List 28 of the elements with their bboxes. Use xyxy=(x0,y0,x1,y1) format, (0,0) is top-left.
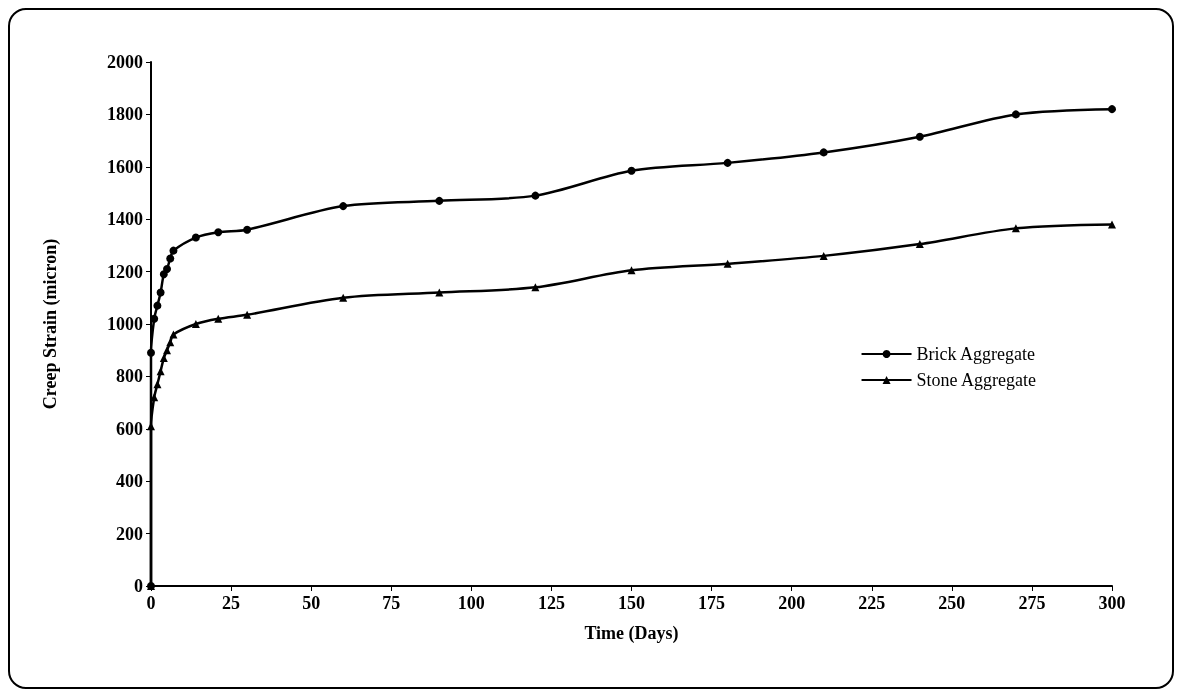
y-tick-label: 1200 xyxy=(107,261,143,282)
legend-label: Stone Aggregate xyxy=(916,370,1037,390)
y-tick-label: 1000 xyxy=(107,314,143,334)
legend-label: Brick Aggregate xyxy=(916,344,1036,364)
y-tick-label: 1400 xyxy=(107,209,143,230)
x-tick-label: 175 xyxy=(698,593,726,613)
x-tick-label: 125 xyxy=(537,593,565,613)
x-axis-title: Time (Days) xyxy=(584,623,679,644)
y-tick-label: 1800 xyxy=(107,104,143,125)
x-tick-label: 275 xyxy=(1018,593,1046,613)
x-tick-label: 200 xyxy=(778,593,806,613)
y-tick-label: 400 xyxy=(116,471,143,492)
y-tick-label: 1600 xyxy=(107,156,143,177)
x-tick-label: 225 xyxy=(858,593,886,613)
x-tick-label: 50 xyxy=(302,593,321,613)
y-tick-label: 0 xyxy=(134,576,143,596)
y-tick-label: 600 xyxy=(116,418,143,439)
x-tick-label: 75 xyxy=(382,593,401,613)
y-tick-label: 200 xyxy=(116,523,143,544)
y-tick-label: 2000 xyxy=(107,52,143,72)
x-tick-label: 150 xyxy=(618,593,645,613)
x-tick-label: 0 xyxy=(146,593,156,613)
x-tick-label: 300 xyxy=(1098,593,1126,613)
y-axis-title: Creep Strain (micron) xyxy=(40,238,61,410)
x-tick-label: 25 xyxy=(222,593,241,613)
x-tick-label: 100 xyxy=(457,593,485,613)
y-tick-label: 800 xyxy=(116,366,143,387)
x-tick-label: 250 xyxy=(938,593,966,613)
